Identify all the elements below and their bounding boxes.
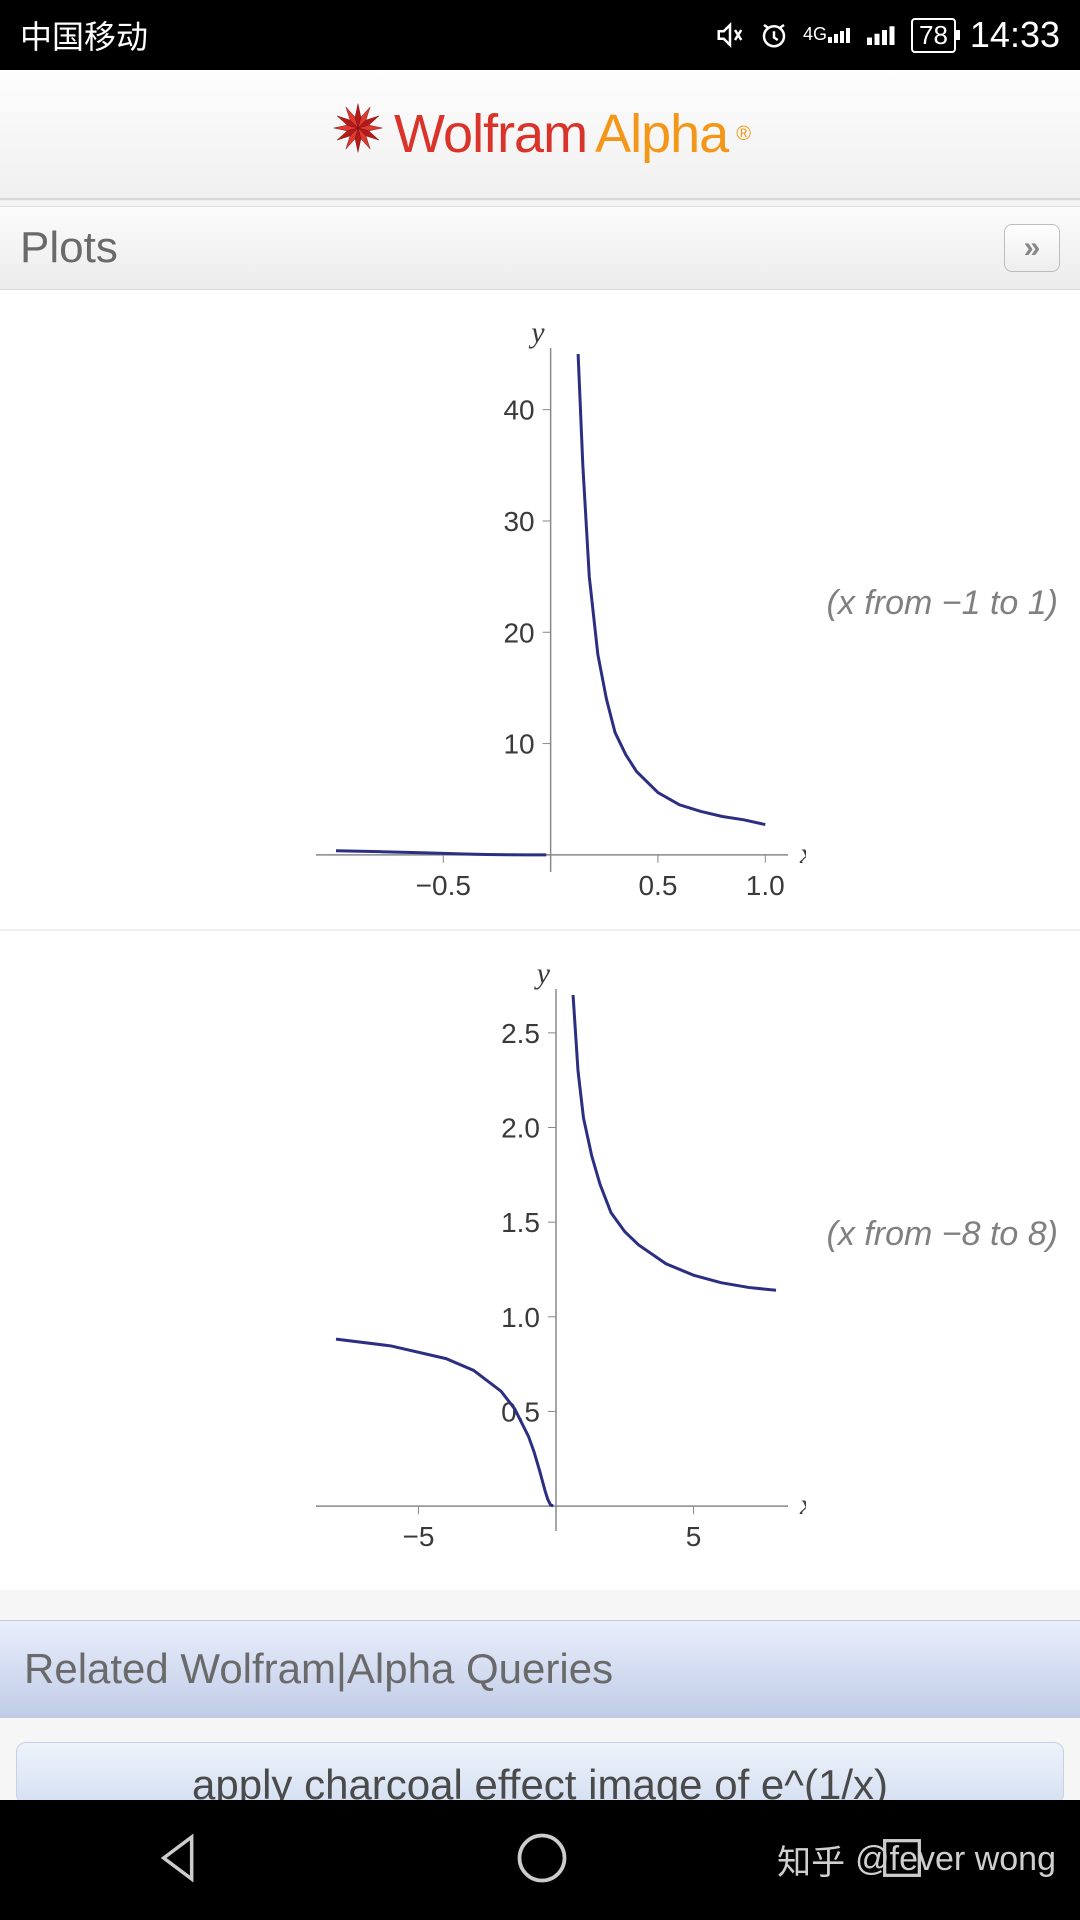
plot2-range-label: (x from −8 to 8) [827,1215,1058,1254]
plot-2-container: (x from −8 to 8) −550.51.01.52.02.5xy [0,931,1080,1590]
zhihu-watermark: 知乎 @fever wong [777,1835,1056,1884]
watermark-site: 知乎 [777,1835,845,1884]
plot-1: −0.5 0.5 1.0 10 20 30 40 x y [16,314,806,914]
app-header: WolframAlpha ® [0,70,1080,200]
carrier-label: 中国移动 [20,12,715,58]
related-query-item[interactable]: apply charcoal effect image of e^(1/x) [16,1742,1064,1804]
svg-text:0.5: 0.5 [638,870,677,901]
svg-text:−5: −5 [403,1521,435,1552]
svg-text:x: x [799,837,806,870]
android-status-bar: 中国移动 4G 78 14:33 [0,0,1080,70]
spikey-icon [330,100,386,169]
svg-text:y: y [528,316,545,349]
home-button[interactable] [512,1828,572,1893]
more-glyph: » [1024,231,1041,265]
svg-text:30: 30 [503,506,534,537]
svg-text:y: y [534,957,551,990]
network-label: 4G [803,27,827,43]
plots-section-header: Plots » [0,206,1080,290]
brand-first: Wolfram [394,103,587,165]
svg-text:40: 40 [503,395,534,426]
related-queries-header: Related Wolfram|Alpha Queries [0,1620,1080,1718]
related-query-text: apply charcoal effect image of e^(1/x) [192,1761,888,1804]
wolframalpha-logo[interactable]: WolframAlpha ® [330,100,750,169]
svg-text:x: x [799,1488,806,1521]
brand-reg: ® [736,123,750,146]
back-button[interactable] [152,1830,208,1891]
plots-title: Plots [20,223,118,273]
brand-second: Alpha [595,103,728,165]
signal-icon [867,22,897,48]
svg-text:20: 20 [503,617,534,648]
svg-text:2.0: 2.0 [501,1113,540,1144]
clock: 14:33 [970,14,1060,56]
svg-text:5: 5 [686,1521,702,1552]
alarm-icon [759,20,789,50]
plot-2: −550.51.01.52.02.5xy [16,955,806,1575]
svg-text:1.5: 1.5 [501,1207,540,1238]
svg-text:1.0: 1.0 [501,1302,540,1333]
network-4g-icon: 4G [803,27,853,43]
more-button[interactable]: » [1004,224,1060,272]
svg-text:1.0: 1.0 [746,870,785,901]
status-right-cluster: 4G 78 14:33 [715,14,1060,56]
plot-1-container: (x from −1 to 1) −0.5 0.5 1.0 10 20 30 40 x y [0,290,1080,929]
watermark-user: @fever wong [855,1840,1056,1879]
svg-text:2.5: 2.5 [501,1018,540,1049]
plot1-range-label: (x from −1 to 1) [827,584,1058,623]
battery-indicator: 78 [911,18,956,53]
svg-text:−0.5: −0.5 [416,870,471,901]
mute-icon [715,20,745,50]
svg-text:10: 10 [503,729,534,760]
battery-percent: 78 [919,20,948,50]
